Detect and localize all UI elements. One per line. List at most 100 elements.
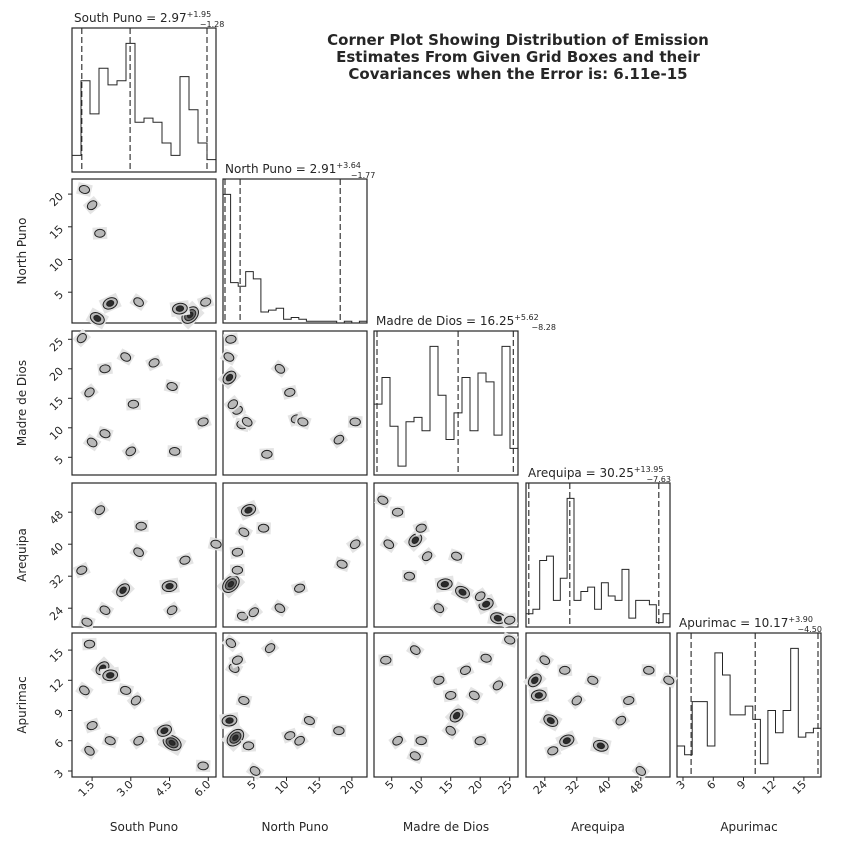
density-contour [596,742,605,750]
x-tick-label: 15 [305,778,324,797]
density-blob [450,581,475,604]
density-blob [470,587,490,606]
density-contour [127,399,140,409]
density-contour [493,614,503,622]
density-contour [160,727,169,735]
density-blob [133,519,149,533]
density-blob [620,693,638,708]
density-contour [119,586,127,594]
density-blob [121,442,141,461]
density-contour [83,639,96,649]
pair-frame [71,330,217,476]
density-contour [492,680,504,691]
density-blob [195,759,211,773]
density-blob [82,637,97,651]
hist-step-line [677,647,821,765]
y-tick-label: 15 [47,223,66,242]
y-tick-label: 12 [47,676,66,695]
density-blob [167,445,183,458]
pair-frame [373,632,519,778]
x-axis-label: Apurimac [720,820,777,834]
y-axis-1: 5 10 15 20 North Puno [15,190,72,302]
density-contour [94,505,106,516]
hist-title-plus: +3.90 [788,615,813,624]
density-blob [126,691,146,710]
density-contour [225,638,237,649]
density-contour [210,539,222,549]
hist-title-text: South Puno = 2.97 [74,11,187,25]
y-tick-label: 5 [52,453,66,467]
density-contour [257,523,270,533]
density-blob [97,361,113,376]
x-tick-label: 6 [704,778,718,792]
x-axis-label: South Puno [110,820,178,834]
density-contour [445,725,456,736]
x-tick-label: 4.5 [153,778,175,800]
density-contour [227,399,239,410]
density-contour [336,559,348,569]
density-contour [587,675,599,685]
density-blob [222,332,239,347]
hist-panel-2: Madre de Dios = 16.25+5.62−8.28 [373,313,556,476]
density-contour [225,334,237,344]
x-tick-label: 5 [383,778,397,792]
density-blob [331,724,347,737]
density-contour [200,297,212,307]
y-tick-label: 10 [47,424,66,443]
density-contour [403,571,416,581]
pair-panel-1-3 [216,482,368,628]
density-blob [244,603,264,622]
density-contour [236,611,249,621]
density-contour [227,580,235,588]
density-contour [383,539,395,550]
density-blob [234,523,254,541]
density-contour [133,547,144,558]
density-contour [482,600,491,608]
density-contour [241,417,253,427]
density-blob [522,668,547,693]
density-contour [231,655,243,665]
pair-panel-3-4 [522,632,678,781]
hist-panel-1: North Puno = 2.91+3.64−1.77 [222,161,376,324]
hist-step-line [223,193,367,324]
x-axis-1: 5 10 15 20 North Puno [245,777,357,834]
density-contour [451,551,463,561]
density-contour [547,746,559,756]
hist-step-line [374,345,518,467]
density-contour [86,200,98,211]
density-blob [175,300,205,330]
density-contour [459,665,472,675]
y-tick-label: 20 [47,365,66,384]
density-blob [401,570,417,583]
density-contour [242,741,255,751]
density-blob [659,672,678,689]
x-axis-3: 24 32 40 48 Arequipa [531,777,646,834]
density-contour [539,655,551,666]
density-contour [480,653,492,663]
hist-title: South Puno = 2.97+1.95 [74,10,211,25]
y-tick-label: 3 [52,767,66,781]
pair-panel-0-2 [71,328,217,476]
density-blob [378,653,394,667]
y-axis-label: North Puno [15,218,29,285]
hist-title-minus: −1.28 [200,20,225,29]
hist-title-minus: −1.77 [351,171,376,180]
density-blob [441,721,461,740]
density-blob [429,599,449,618]
density-contour [135,521,147,531]
density-blob [163,379,181,394]
chart-title-line-3: Covariances when the Error is: 6.11e-15 [348,65,688,83]
density-contour [546,717,555,725]
density-blob [447,548,466,565]
density-blob [176,552,194,569]
density-contour [392,735,403,746]
pair-panel-1-2 [217,330,368,476]
density-contour [474,736,486,746]
x-axis-label: Arequipa [571,820,625,834]
density-blob [456,661,475,679]
density-contour [504,615,516,625]
density-contour [333,434,345,445]
density-contour [249,766,261,776]
density-contour [349,539,361,550]
